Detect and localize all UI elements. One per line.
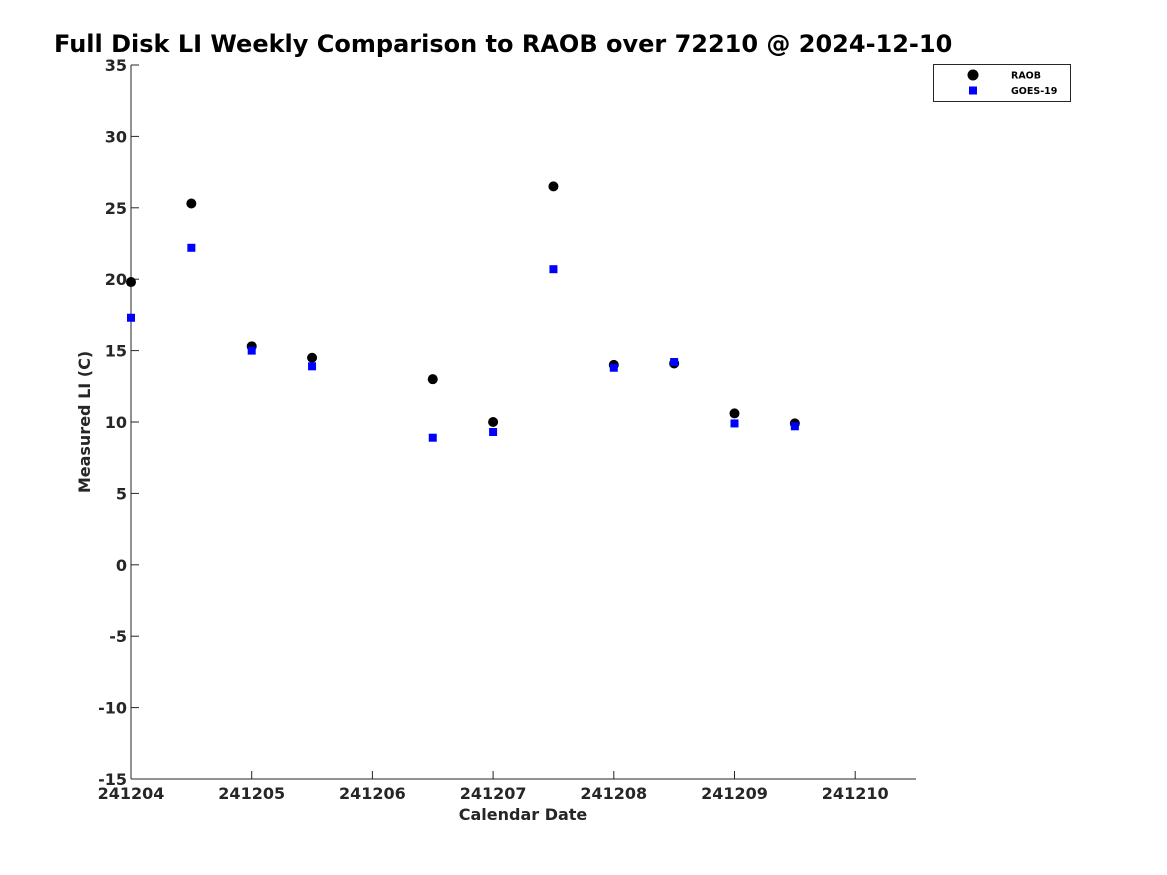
goes-19-point	[609, 363, 618, 372]
x-tick-label: 241205	[218, 784, 285, 803]
goes-19-point	[247, 346, 256, 355]
x-tick-label: 241208	[580, 784, 647, 803]
data-points	[126, 181, 800, 442]
goes-19-point	[730, 419, 739, 428]
y-tick-label: 30	[105, 127, 127, 146]
x-axis-ticks: 241204 241205 241206 241207 241208 241209 2412…	[98, 771, 889, 803]
goes-19-point	[489, 427, 498, 436]
x-tick-label: 241209	[701, 784, 768, 803]
raob-point	[729, 408, 740, 419]
raob-point	[307, 352, 318, 363]
y-tick-label: -15	[98, 770, 127, 789]
y-tick-label: 10	[105, 413, 127, 432]
goes-19-point	[187, 243, 196, 252]
y-tick-label: -5	[109, 627, 127, 646]
x-tick-label: 241206	[339, 784, 406, 803]
goes-19-point	[790, 422, 799, 431]
raob-point	[186, 198, 197, 209]
goes-19-point	[670, 358, 679, 367]
raob-point	[488, 417, 499, 427]
y-tick-label: 5	[116, 484, 127, 503]
x-tick-label: 241207	[460, 784, 527, 803]
legend-label: RAOB	[1011, 71, 1041, 82]
x-tick-label: 241204	[98, 784, 165, 803]
series-goes-19	[127, 243, 799, 442]
goes-19-point	[127, 313, 135, 322]
y-axis-label: Measured LI (C)	[75, 351, 94, 493]
legend-box	[933, 64, 1071, 102]
legend-raob-marker	[967, 69, 979, 81]
goes-19-point	[428, 433, 437, 442]
goes-19-point	[549, 265, 558, 274]
raob-point	[427, 374, 438, 385]
y-tick-label: 25	[105, 199, 127, 218]
y-tick-label: 20	[105, 270, 127, 289]
legend-label: GOES-19	[1011, 86, 1057, 97]
chart-legend: RAOB GOES-19	[933, 64, 1071, 102]
y-tick-label: 15	[105, 342, 127, 361]
y-tick-label: 35	[105, 56, 127, 75]
raob-point	[126, 277, 136, 288]
legend-goes-19-marker	[969, 86, 977, 95]
y-axis-ticks: -15 -10 -5 0 5 10 15 20 25 30 35	[98, 56, 139, 789]
series-raob	[126, 181, 800, 429]
y-tick-label: 0	[116, 556, 127, 575]
chart-title: Full Disk LI Weekly Comparison to RAOB o…	[54, 30, 952, 58]
goes-19-point	[308, 362, 317, 371]
y-tick-label: -10	[98, 699, 127, 718]
raob-point	[548, 181, 559, 192]
x-tick-label: 241210	[822, 784, 889, 803]
x-axis-label: Calendar Date	[459, 805, 588, 824]
